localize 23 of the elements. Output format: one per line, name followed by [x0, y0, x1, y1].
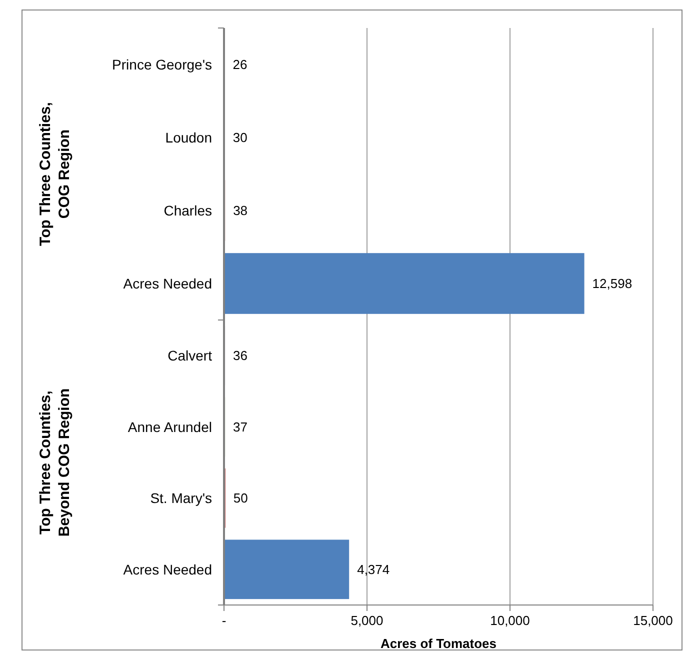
- data-label: 30: [232, 130, 248, 145]
- data-label: 26: [232, 57, 248, 72]
- y-axis-title: Top Three Counties, COG Region: [37, 102, 73, 246]
- y-tick-label: Calvert: [168, 348, 212, 364]
- data-label: 4,374: [357, 562, 390, 577]
- y-tick-label: Acres Needed: [123, 276, 212, 292]
- x-tick-label: -: [222, 613, 226, 628]
- y-tick-label: Loudon: [165, 130, 212, 146]
- y-tick-label: Prince George's: [112, 56, 212, 72]
- x-axis-title: Acres of Tomatoes: [380, 636, 497, 651]
- y-axis-title: Top Three Counties, Beyond COG Region: [37, 388, 73, 537]
- data-label: 50: [233, 490, 248, 506]
- y-tick-label: Charles: [164, 202, 212, 218]
- y-tick-label: St. Mary's: [150, 490, 212, 506]
- data-label: 12,598: [592, 276, 632, 291]
- x-tick-label: 5,000: [350, 613, 384, 628]
- x-tick-label: 15,000: [633, 613, 673, 628]
- data-label: 37: [233, 419, 248, 434]
- y-tick-label: Acres Needed: [123, 561, 212, 578]
- x-tick-label: 10,000: [490, 613, 530, 628]
- data-label: 36: [233, 348, 248, 364]
- y-tick-label: Anne Arundel: [128, 418, 212, 435]
- data-label: 38: [233, 203, 248, 218]
